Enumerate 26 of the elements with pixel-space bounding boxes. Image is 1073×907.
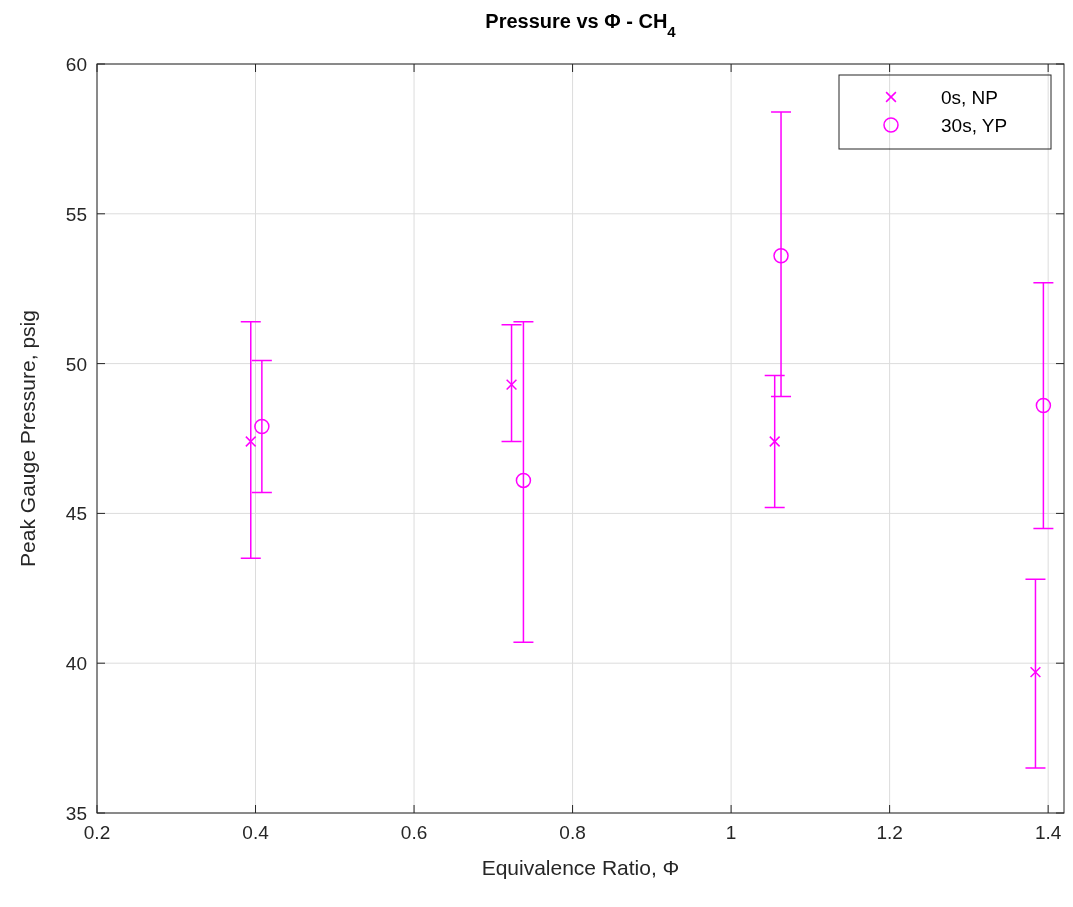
y-tick-label: 50 — [65, 353, 87, 375]
x-tick-label: 1.4 — [1034, 822, 1062, 843]
legend-label: 0s, NP — [941, 87, 999, 108]
x-tick-label: 1 — [725, 822, 737, 843]
point — [773, 247, 789, 264]
y-tick-label: 35 — [65, 803, 87, 824]
y-tick-label: 45 — [65, 503, 87, 525]
x-tick-label: 1.2 — [876, 822, 903, 843]
point — [1029, 666, 1042, 678]
x-tick-label: 0.6 — [400, 822, 428, 843]
point — [515, 472, 532, 489]
y-axis-title: Peak Gauge Pressure, psig — [16, 310, 39, 567]
x-tick-label: 0.2 — [83, 822, 111, 843]
x-tick-label: 0.4 — [242, 822, 270, 843]
point — [769, 435, 781, 448]
x-tick-label: 0.8 — [559, 822, 586, 843]
legend-label: 30s, YP — [941, 115, 1008, 136]
y-tick-label: 40 — [65, 653, 87, 675]
y-tick-label: 60 — [65, 54, 87, 75]
point — [505, 378, 518, 391]
x-axis-title: Equivalence Ratio, Φ — [481, 856, 680, 879]
point — [245, 435, 257, 448]
chart-title: Pressure vs Φ - CH$_{4}$ — [485, 10, 677, 40]
point — [254, 418, 270, 435]
point — [1035, 397, 1052, 414]
y-tick-label: 55 — [65, 203, 87, 225]
